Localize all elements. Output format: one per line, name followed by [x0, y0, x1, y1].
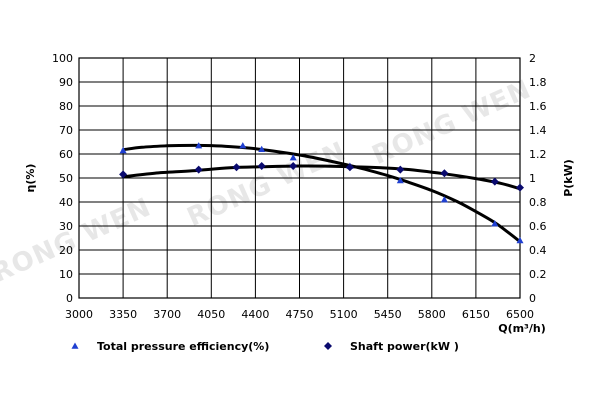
legend-triangle-icon	[71, 342, 79, 349]
x-axis-tick-label: 4050	[197, 308, 225, 321]
x-axis-tick-label: 5100	[330, 308, 358, 321]
efficiency-curve	[121, 143, 522, 244]
right-axis-tick-label: 1.8	[529, 76, 547, 89]
right-axis-tick-label: 1.2	[529, 148, 547, 161]
watermark-text: RONG WEN	[0, 192, 156, 289]
x-axis-tick-label: 4750	[286, 308, 314, 321]
left-axis-tick-label: 70	[59, 124, 73, 137]
right-axis-tick-label: 0	[529, 292, 536, 305]
left-axis-tick-label: 90	[59, 76, 73, 89]
x-axis-tick-label: 4400	[241, 308, 269, 321]
x-axis-tick-label: 5450	[374, 308, 402, 321]
x-axis-tick-label: 3700	[153, 308, 181, 321]
efficiency-data-point	[396, 176, 404, 184]
right-axis-tick-label: 2	[529, 52, 536, 65]
shaft-power-data-point	[490, 177, 499, 186]
shaft-power-data-point	[345, 163, 354, 172]
left-axis-tick-label: 60	[59, 148, 73, 161]
right-axis-tick-label: 1.6	[529, 100, 547, 113]
left-axis-tick-label: 40	[59, 196, 73, 209]
shaft-power-data-point	[119, 170, 128, 179]
shaft-power-data-point	[232, 163, 241, 172]
right-axis-label: P(kW)	[562, 159, 575, 197]
x-axis-tick-label: 3350	[109, 308, 137, 321]
x-axis-label: Q(m³/h)	[498, 322, 546, 335]
shaft-power-data-point	[289, 162, 298, 170]
left-axis-tick-label: 100	[52, 52, 73, 65]
shaft-power-curve	[121, 164, 522, 191]
plot-frame	[78, 57, 521, 299]
shaft-power-data-point	[516, 183, 524, 192]
efficiency-data-point	[195, 142, 203, 149]
x-axis-tick-label: 3000	[65, 308, 93, 321]
efficiency-data-point	[239, 142, 247, 149]
shaft-power-data-point	[194, 165, 203, 174]
shaft-power-data-point	[440, 169, 449, 178]
efficiency-data-point	[119, 146, 127, 154]
left-axis-tick-label: 20	[59, 244, 73, 257]
shaft-power-data-point	[396, 165, 405, 174]
legend-diamond-icon	[324, 342, 332, 350]
right-axis-tick-label: 0.8	[529, 196, 547, 209]
left-axis-tick-label: 30	[59, 220, 73, 233]
series-layer	[119, 142, 524, 244]
x-axis-tick-label: 5800	[418, 308, 446, 321]
left-axis-tick-label: 0	[66, 292, 73, 305]
x-axis-tick-label: 6150	[462, 308, 490, 321]
efficiency-data-point	[440, 196, 448, 203]
legend-label-shaft-power: Shaft power(kW )	[350, 340, 459, 353]
right-axis-tick-label: 1.4	[529, 124, 547, 137]
efficiency-data-point	[289, 154, 297, 161]
axes-layer: 010203040506070809010000.20.40.60.811.21…	[52, 52, 547, 321]
right-axis-tick-label: 0.4	[529, 244, 547, 257]
efficiency-data-point	[516, 236, 524, 244]
right-axis-tick-label: 0.2	[529, 268, 547, 281]
left-axis-tick-label: 10	[59, 268, 73, 281]
legend-label-efficiency: Total pressure efficiency(%)	[97, 340, 269, 353]
axis-label-layer: Q(m³/h) η(%) P(kW)	[24, 159, 575, 335]
efficiency-data-point	[491, 220, 499, 227]
left-axis-tick-label: 80	[59, 100, 73, 113]
grid-layer	[78, 57, 521, 299]
x-axis-tick-label: 6500	[506, 308, 534, 321]
left-axis-tick-label: 50	[59, 172, 73, 185]
left-axis-label: η(%)	[24, 164, 37, 193]
right-axis-tick-label: 1	[529, 172, 536, 185]
watermark-text: RONG WEN	[368, 74, 536, 171]
efficiency-data-point	[258, 145, 266, 152]
shaft-power-data-point	[257, 162, 266, 170]
right-axis-tick-label: 0.6	[529, 220, 547, 233]
legend: Total pressure efficiency(%) Shaft power(…	[71, 340, 459, 353]
